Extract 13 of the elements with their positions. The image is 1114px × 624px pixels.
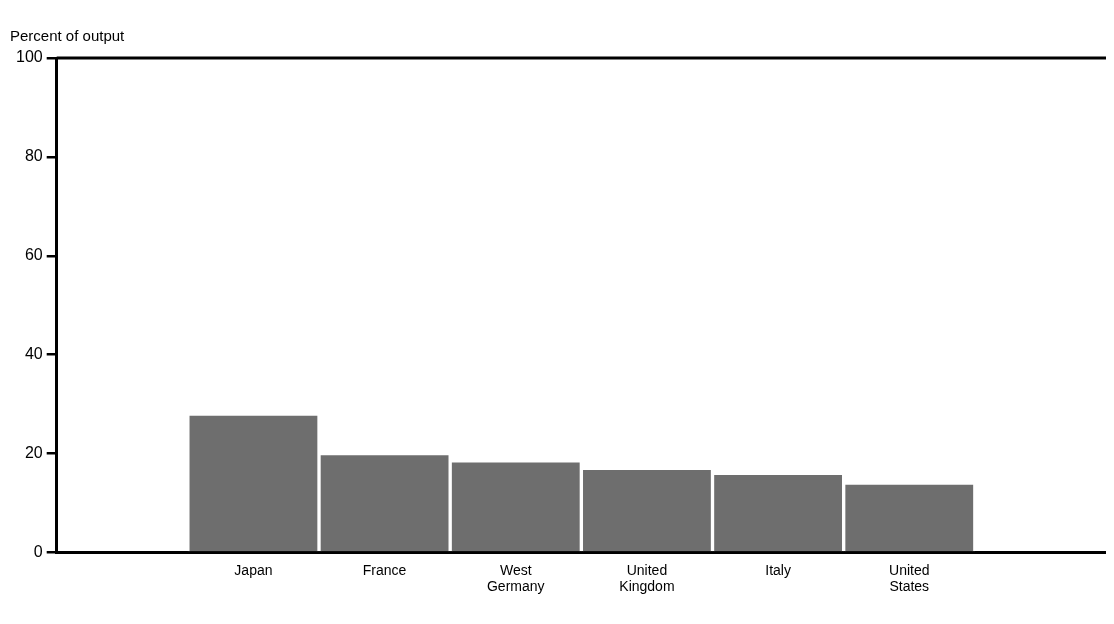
y-tick-label: 20 bbox=[24, 443, 43, 461]
y-tick-label: 80 bbox=[24, 147, 43, 165]
y-tick-label: 60 bbox=[24, 246, 43, 264]
y-tick-label: 100 bbox=[15, 48, 43, 66]
x-tick-label: France bbox=[362, 561, 407, 578]
y-tick-label: 40 bbox=[24, 345, 43, 363]
x-tick-label: United Kingdom bbox=[619, 561, 675, 595]
x-tick-label: Japan bbox=[234, 561, 273, 578]
x-tick-label: Italy bbox=[765, 561, 791, 578]
y-axis-title: Percent of output bbox=[10, 26, 126, 44]
x-tick-label: West Germany bbox=[486, 561, 545, 595]
y-tick-label: 0 bbox=[33, 542, 43, 560]
x-tick-label: United States bbox=[889, 561, 930, 595]
